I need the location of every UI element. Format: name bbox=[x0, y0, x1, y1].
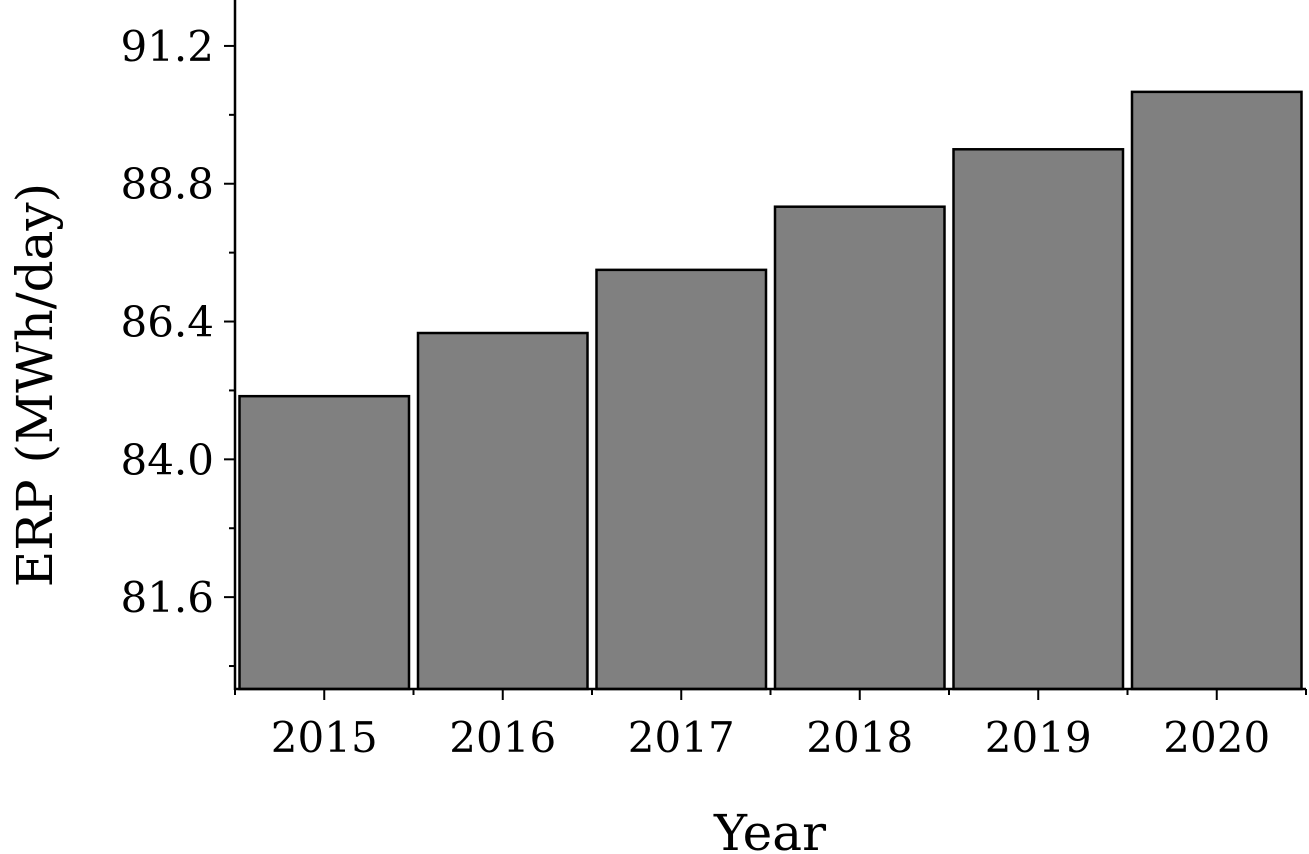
x-tick-label: 2015 bbox=[271, 713, 378, 762]
y-tick-label: 81.6 bbox=[120, 573, 214, 622]
axes bbox=[224, 0, 1307, 700]
x-tick-label: 2018 bbox=[806, 713, 913, 762]
bar-2017 bbox=[595, 268, 768, 691]
x-tick-label: 2016 bbox=[449, 713, 556, 762]
x-tick-label: 2019 bbox=[985, 713, 1092, 762]
bar-2018 bbox=[773, 205, 946, 691]
y-tick-label: 91.2 bbox=[120, 22, 214, 71]
tick-labels: 2015 2016 2017 2018 2019 2020 81.6 84.0 86.4 88.8… bbox=[120, 22, 1270, 762]
bar-2020 bbox=[1130, 90, 1303, 691]
bar-2019 bbox=[952, 148, 1125, 691]
x-axis-label: Year bbox=[713, 804, 826, 854]
y-tick-label: 88.8 bbox=[120, 160, 214, 209]
x-tick-label: 2020 bbox=[1163, 713, 1270, 762]
x-tick-label: 2017 bbox=[628, 713, 735, 762]
bar-2016 bbox=[416, 331, 589, 691]
bar-2015 bbox=[238, 394, 411, 691]
y-tick-label: 86.4 bbox=[120, 298, 214, 347]
bars bbox=[238, 90, 1303, 691]
y-tick-label: 84.0 bbox=[120, 435, 214, 484]
y-axis-label: ERP (MWh/day) bbox=[6, 183, 64, 587]
